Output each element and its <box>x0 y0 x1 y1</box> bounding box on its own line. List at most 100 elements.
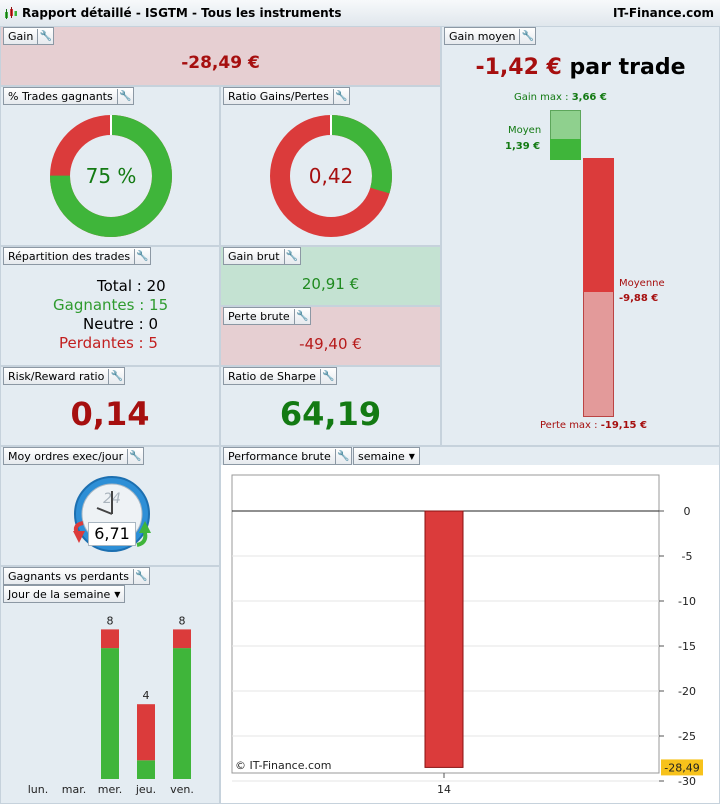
moy-ordres-label: Moy ordres exec/jour 🔧 <box>3 447 145 465</box>
performance-panel: Performance brute 🔧 semaine ▼ 0 -5 -10 -15 -20… <box>220 446 720 804</box>
ratio-value: 0,42 <box>309 164 354 188</box>
gain-brut-panel: Gain brut 🔧 20,91 € <box>220 246 441 306</box>
day-label: jeu. <box>135 783 156 796</box>
y-tick-label: -20 <box>678 685 696 698</box>
wrench-icon[interactable]: 🔧 <box>519 28 535 45</box>
gain-label: Gain 🔧 <box>3 27 55 45</box>
title-bar: Rapport détaillé - ISGTM - Tous les inst… <box>0 0 720 28</box>
gain-moyen-value: -1,42 € <box>475 55 562 80</box>
repartition-perdantes: Perdantes : 5 <box>59 334 158 352</box>
wrench-icon[interactable]: 🔧 <box>134 248 150 265</box>
repartition-gagnantes: Gagnantes : 15 <box>53 296 169 314</box>
moyenne-value: -9,88 € <box>619 293 659 304</box>
trades-gagnants-value: 75 % <box>86 164 137 188</box>
performance-bar[interactable] <box>424 510 464 768</box>
current-value-badge-label: -28,49 <box>664 761 699 774</box>
perte-max-value: -19,15 € <box>600 420 647 431</box>
day-label: mar. <box>62 783 86 796</box>
bar-perte-moyenne <box>583 158 614 292</box>
x-tick-label: 14 <box>437 783 451 796</box>
current-value-badge <box>661 759 703 776</box>
watermark: © IT-Finance.com <box>235 759 332 772</box>
y-tick-label: -25 <box>678 730 696 743</box>
moyenne-label: Moyenne <box>619 278 665 289</box>
trades-gagnants-donut: 75 % <box>50 115 172 237</box>
up-arrow-icon <box>139 521 151 533</box>
losing-bar[interactable] <box>101 629 119 649</box>
wrench-icon[interactable]: 🔧 <box>133 568 149 585</box>
winning-bar[interactable] <box>173 648 191 779</box>
bar-total-label: 8 <box>179 614 186 627</box>
caret-down-icon: ▼ <box>408 451 415 461</box>
moyen-value: 1,39 € <box>505 141 541 152</box>
sharpe-value: 64,19 <box>279 395 382 433</box>
performance-period-dropdown[interactable]: semaine ▼ <box>353 447 420 465</box>
period-dropdown-value: Jour de la semaine <box>8 587 111 601</box>
losing-bar[interactable] <box>173 629 191 649</box>
ratio-donut: 0,42 <box>270 115 392 237</box>
day-label: lun. <box>28 783 49 796</box>
gain-max-value: 3,66 € <box>571 92 607 103</box>
bar-total-label: 4 <box>143 689 150 702</box>
wrench-icon[interactable]: 🔧 <box>283 248 300 265</box>
gain-moyen-label: Gain moyen 🔧 <box>444 27 537 45</box>
gagnants-perdants-panel: Gagnants vs perdants 🔧 Jour de la semaine… <box>0 566 220 804</box>
wrench-icon[interactable]: 🔧 <box>334 448 351 465</box>
down-arrow-icon <box>73 531 85 543</box>
moy-ordres-value: 6,71 <box>88 522 136 546</box>
perte-brute-panel: Perte brute 🔧 -49,40 € <box>220 306 441 366</box>
gain-value: -28,49 € <box>181 53 260 73</box>
y-tick-label: -15 <box>678 640 696 653</box>
perte-brute-value: -49,40 € <box>299 335 362 353</box>
y-tick-label: 0 <box>684 505 691 518</box>
performance-period-value: semaine <box>358 449 405 463</box>
gain-moyen-headline: -1,42 € par trade <box>442 55 719 80</box>
day-label: ven. <box>170 783 194 796</box>
repartition-neutre: Neutre : 0 <box>83 315 159 333</box>
wrench-icon[interactable]: 🔧 <box>127 448 143 465</box>
gagnants-perdants-chart: lun. mar. 8 mer. 4 jeu. 8 ven. <box>28 614 194 796</box>
chart-app-icon <box>5 7 17 19</box>
window-title: Rapport détaillé - ISGTM - Tous les inst… <box>22 6 342 20</box>
wrench-icon[interactable]: 🔧 <box>116 88 133 105</box>
repartition-panel: Répartition des trades 🔧 Total : 20 Gagna… <box>0 246 220 366</box>
gain-max-label: Gain max : 3,66 € <box>514 92 607 103</box>
period-dropdown[interactable]: Jour de la semaine ▼ <box>3 585 126 603</box>
gagnants-perdants-label: Gagnants vs perdants 🔧 <box>3 567 151 585</box>
repartition-total: Total : 20 <box>97 277 166 295</box>
sharpe-panel: Ratio de Sharpe 🔧 64,19 <box>220 366 441 446</box>
performance-label: Performance brute 🔧 <box>223 447 352 465</box>
caret-down-icon: ▼ <box>114 589 121 599</box>
gain-panel: Gain 🔧 -28,49 € <box>0 26 441 86</box>
trades-gagnants-label: % Trades gagnants 🔧 <box>3 87 134 105</box>
wrench-icon[interactable]: 🔧 <box>332 88 349 105</box>
trades-gagnants-panel: % Trades gagnants 🔧 75 % <box>0 86 220 246</box>
repartition-label: Répartition des trades 🔧 <box>3 247 152 265</box>
ratio-panel: Ratio Gains/Pertes 🔧 0,42 <box>220 86 441 246</box>
risk-reward-value: 0,14 <box>70 395 150 433</box>
bar-gain-moyen <box>550 139 581 160</box>
moy-ordres-panel: Moy ordres exec/jour🔧 24 6,71 <box>0 446 220 566</box>
wrench-icon[interactable]: 🔧 <box>293 308 310 325</box>
performance-chart: 0 -5 -10 -15 -20 -25 -30 14 -28,49 © IT-Finance.c… <box>221 465 719 803</box>
wrench-icon[interactable]: 🔧 <box>319 368 336 385</box>
winning-bar[interactable] <box>101 648 119 779</box>
ratio-label: Ratio Gains/Pertes 🔧 <box>223 87 350 105</box>
wrench-icon[interactable]: 🔧 <box>108 368 124 385</box>
bar-total-label: 8 <box>107 614 114 627</box>
risk-reward-panel: Risk/Reward ratio 🔧 0,14 <box>0 366 220 446</box>
moyen-label: Moyen <box>508 125 542 136</box>
losing-bar[interactable] <box>137 704 155 761</box>
risk-reward-label: Risk/Reward ratio 🔧 <box>3 367 126 385</box>
brand-label: IT-Finance.com <box>612 6 714 20</box>
y-tick-label: -30 <box>678 775 696 788</box>
y-tick-label: -5 <box>682 550 693 563</box>
wrench-icon[interactable]: 🔧 <box>37 28 53 45</box>
sharpe-label: Ratio de Sharpe 🔧 <box>223 367 337 385</box>
gain-brut-label: Gain brut 🔧 <box>223 247 301 265</box>
perte-brute-label: Perte brute 🔧 <box>223 307 311 325</box>
day-label: mer. <box>98 783 123 796</box>
y-tick-label: -10 <box>678 595 696 608</box>
gain-moyen-suffix: par trade <box>569 55 686 80</box>
winning-bar[interactable] <box>137 760 155 779</box>
